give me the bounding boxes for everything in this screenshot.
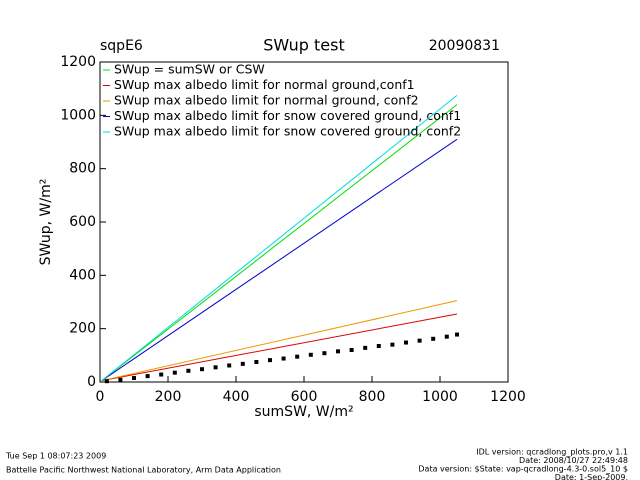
legend-entry: SWup max albedo limit for normal ground,… bbox=[114, 93, 419, 108]
x-tick-label: 600 bbox=[291, 389, 318, 405]
data-point bbox=[172, 370, 177, 375]
data-point bbox=[227, 363, 232, 368]
data-point bbox=[104, 379, 109, 384]
x-tick-label: 400 bbox=[223, 389, 250, 405]
data-point bbox=[455, 332, 459, 337]
data-point bbox=[213, 365, 218, 370]
data-point bbox=[200, 367, 204, 372]
data-point bbox=[281, 356, 286, 361]
footer-right: Date: 1-Sep-2009, bbox=[555, 473, 628, 480]
data-point bbox=[376, 344, 381, 348]
data-point bbox=[417, 338, 422, 343]
series-line bbox=[101, 104, 458, 382]
data-point bbox=[322, 351, 327, 356]
data-point bbox=[145, 374, 150, 379]
y-tick-label: 800 bbox=[69, 161, 96, 177]
x-tick-label: 200 bbox=[155, 389, 182, 405]
footer-left: Tue Sep 1 08:07:23 2009 bbox=[5, 452, 106, 461]
data-point bbox=[308, 352, 313, 357]
series-line bbox=[101, 138, 458, 382]
site-label: sqpE6 bbox=[100, 38, 143, 54]
series-line bbox=[101, 313, 458, 382]
series-line bbox=[101, 94, 458, 382]
footer-right: IDL version: qcradlong_plots.pro,v 1.1 bbox=[476, 448, 628, 457]
data-point bbox=[118, 377, 123, 382]
date-label: 20090831 bbox=[429, 38, 500, 54]
y-tick-label: 400 bbox=[69, 267, 96, 283]
data-point bbox=[159, 372, 164, 377]
data-point bbox=[444, 334, 449, 339]
data-point bbox=[295, 354, 300, 359]
x-axis-title: sumSW, W/m² bbox=[254, 404, 353, 420]
footer-left: Battelle Pacific Northwest National Labo… bbox=[6, 466, 281, 475]
x-tick-label: 1200 bbox=[490, 389, 526, 405]
footer-right: Date: 2008/10/27 22:49:48 bbox=[519, 456, 628, 465]
data-point bbox=[132, 376, 136, 380]
data-point bbox=[268, 358, 272, 363]
data-point bbox=[404, 340, 408, 345]
data-point bbox=[240, 361, 245, 366]
y-tick-label: 1000 bbox=[60, 107, 96, 123]
x-tick-label: 0 bbox=[96, 389, 105, 405]
footer-right: Data version: $State: vap-qcradlong-4.3-… bbox=[418, 465, 628, 474]
data-point bbox=[363, 345, 368, 350]
legend-entry: SWup max albedo limit for snow covered g… bbox=[114, 108, 461, 123]
y-tick-label: 200 bbox=[69, 321, 96, 337]
y-tick-label: 0 bbox=[87, 374, 96, 390]
data-point bbox=[336, 349, 340, 354]
y-axis-title: SWup, W/m² bbox=[38, 179, 54, 266]
x-tick-label: 800 bbox=[359, 389, 386, 405]
series-line bbox=[101, 300, 458, 382]
legend-entry: SWup max albedo limit for normal ground,… bbox=[114, 77, 415, 92]
data-point bbox=[390, 342, 395, 347]
legend-entry: SWup = sumSW or CSW bbox=[114, 62, 265, 77]
data-point bbox=[349, 348, 354, 352]
data-point bbox=[186, 368, 191, 373]
chart-title: SWup test bbox=[263, 36, 345, 55]
y-tick-label: 600 bbox=[69, 214, 96, 230]
data-point bbox=[431, 336, 436, 341]
x-tick-label: 1000 bbox=[422, 389, 458, 405]
legend-entry: SWup max albedo limit for snow covered g… bbox=[114, 124, 461, 139]
y-tick-label: 1200 bbox=[60, 54, 96, 70]
data-point bbox=[254, 360, 259, 364]
